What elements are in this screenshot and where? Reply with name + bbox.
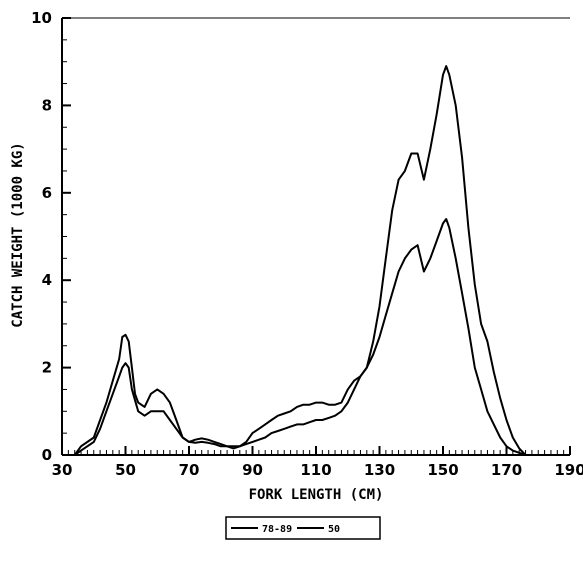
x-tick-label: 110: [300, 461, 331, 479]
x-tick-label: 190: [554, 461, 583, 479]
y-tick-label: 10: [31, 9, 52, 27]
y-axis-label: CATCH WEIGHT (1000 KG): [10, 142, 26, 327]
y-tick-label: 4: [42, 271, 52, 289]
x-tick-label: 30: [52, 461, 73, 479]
legend-label-78-89: 78-89: [262, 524, 292, 535]
x-tick-label: 70: [179, 461, 200, 479]
y-ticks: [62, 17, 71, 456]
x-axis-label: FORK LENGTH (CM): [249, 487, 384, 503]
y-tick-label: 8: [42, 96, 52, 114]
y-tick-label: 6: [42, 184, 52, 202]
plot-frame: [61, 17, 570, 456]
x-tick-label: 50: [115, 461, 136, 479]
y-tick-label: 2: [42, 359, 52, 377]
x-tick-label: 130: [364, 461, 395, 479]
x-ticks: [61, 446, 571, 455]
legend-label-50: 50: [328, 524, 340, 535]
y-tick-labels: 0 2 4 6 8 10: [31, 9, 52, 464]
x-tick-label: 170: [491, 461, 522, 479]
series-line-78-89: [62, 218, 570, 456]
series-lines: [62, 65, 570, 456]
series-line-50: [62, 65, 570, 456]
legend: 78-89 50: [225, 516, 381, 540]
x-tick-label: 150: [427, 461, 458, 479]
x-tick-label: 90: [242, 461, 263, 479]
x-tick-labels: 30 50 70 90 110 130 150 170 190: [52, 461, 583, 479]
y-tick-label: 0: [42, 446, 52, 464]
